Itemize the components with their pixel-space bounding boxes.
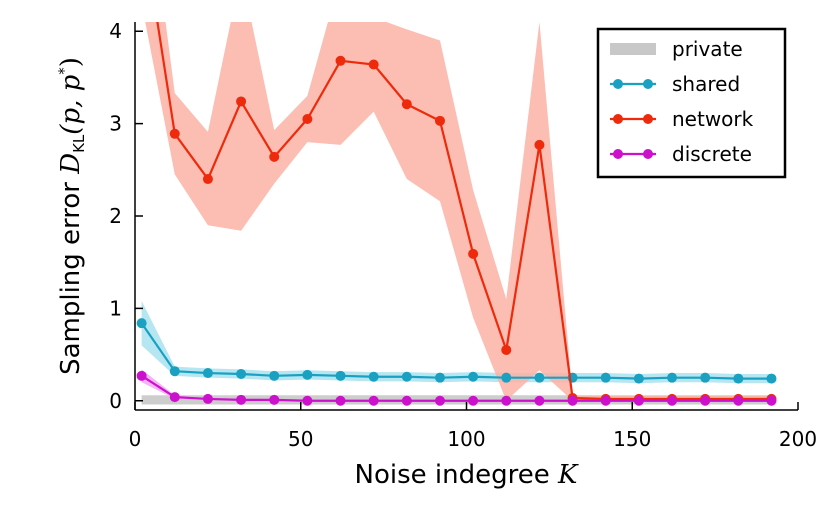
y-axis-label: Sampling error DKL(p, p*) [55,57,88,375]
line-network [156,22,772,401]
y-tick-label-0: 0 [109,389,122,413]
point-discrete-182 [733,395,744,406]
point-discrete-72 [368,395,379,406]
point-shared-72 [368,371,379,382]
y-tick-label-2: 2 [109,204,122,228]
point-network-92 [434,115,445,126]
point-discrete-162 [667,395,678,406]
band-network [145,22,772,401]
point-discrete-12 [169,392,180,403]
point-network-22 [202,174,213,185]
axes: 0 50 100 150 200 0 1 2 3 4 [109,19,817,451]
point-discrete-172 [700,395,711,406]
x-tick-label-0: 0 [129,427,142,451]
point-shared-92 [434,372,445,383]
legend-marker-network-a [613,114,623,124]
point-shared-152 [633,373,644,384]
legend-label-network: network [672,107,754,131]
point-shared-22 [202,368,213,379]
legend-marker-network-b [643,114,653,124]
point-discrete-32 [236,394,247,405]
point-discrete-192 [766,395,777,406]
point-discrete-152 [633,395,644,406]
point-shared-142 [600,372,611,383]
point-network-32 [236,96,247,107]
point-discrete-112 [501,395,512,406]
point-shared-122 [534,372,545,383]
x-tick-label-100: 100 [447,427,485,451]
point-network-102 [468,248,479,259]
point-shared-32 [236,368,247,379]
legend-marker-discrete-b [643,149,653,159]
line-discrete [141,374,772,402]
point-shared-162 [667,372,678,383]
band-shared [141,300,772,384]
point-network-112 [501,344,512,355]
y-tick-label-4: 4 [109,19,122,43]
point-shared-42 [269,370,280,381]
point-discrete-82 [401,395,412,406]
point-discrete-92 [434,395,445,406]
point-shared-2 [136,318,147,329]
point-discrete-22 [202,393,213,404]
point-discrete-42 [269,394,280,405]
point-network-62 [335,55,346,66]
point-network-12 [169,128,180,139]
point-shared-192 [766,373,777,384]
point-shared-172 [700,372,711,383]
point-discrete-52 [302,395,313,406]
legend-marker-discrete-a [613,149,623,159]
point-discrete-62 [335,395,346,406]
point-shared-182 [733,373,744,384]
point-shared-112 [501,372,512,383]
point-discrete-2 [136,370,147,381]
x-axis-label: Noise indegree K [355,460,579,490]
point-shared-12 [169,366,180,377]
legend-marker-shared-a [613,79,623,89]
point-discrete-122 [534,395,545,406]
point-network-122 [534,139,545,150]
line-shared [140,322,772,380]
point-discrete-142 [600,395,611,406]
point-network-82 [401,99,412,110]
point-network-72 [368,59,379,70]
legend-label-shared: shared [672,72,740,96]
x-tick-label-150: 150 [613,427,651,451]
point-shared-62 [335,370,346,381]
point-shared-82 [401,371,412,382]
x-tick-label-50: 50 [288,427,313,451]
point-network-42 [269,151,280,162]
point-discrete-132 [567,395,578,406]
legend-label-discrete: discrete [672,142,752,166]
legend: private shared network discrete [596,27,787,179]
point-shared-102 [468,371,479,382]
legend-marker-shared-b [643,79,653,89]
legend-label-private: private [672,37,743,61]
legend-swatch-private [610,43,656,55]
plot-area [136,22,777,406]
y-tick-label-1: 1 [109,296,122,320]
y-tick-label-3: 3 [109,112,122,136]
point-network-52 [302,114,313,124]
point-shared-52 [302,369,313,380]
point-discrete-102 [468,395,479,406]
x-tick-label-200: 200 [779,427,817,451]
